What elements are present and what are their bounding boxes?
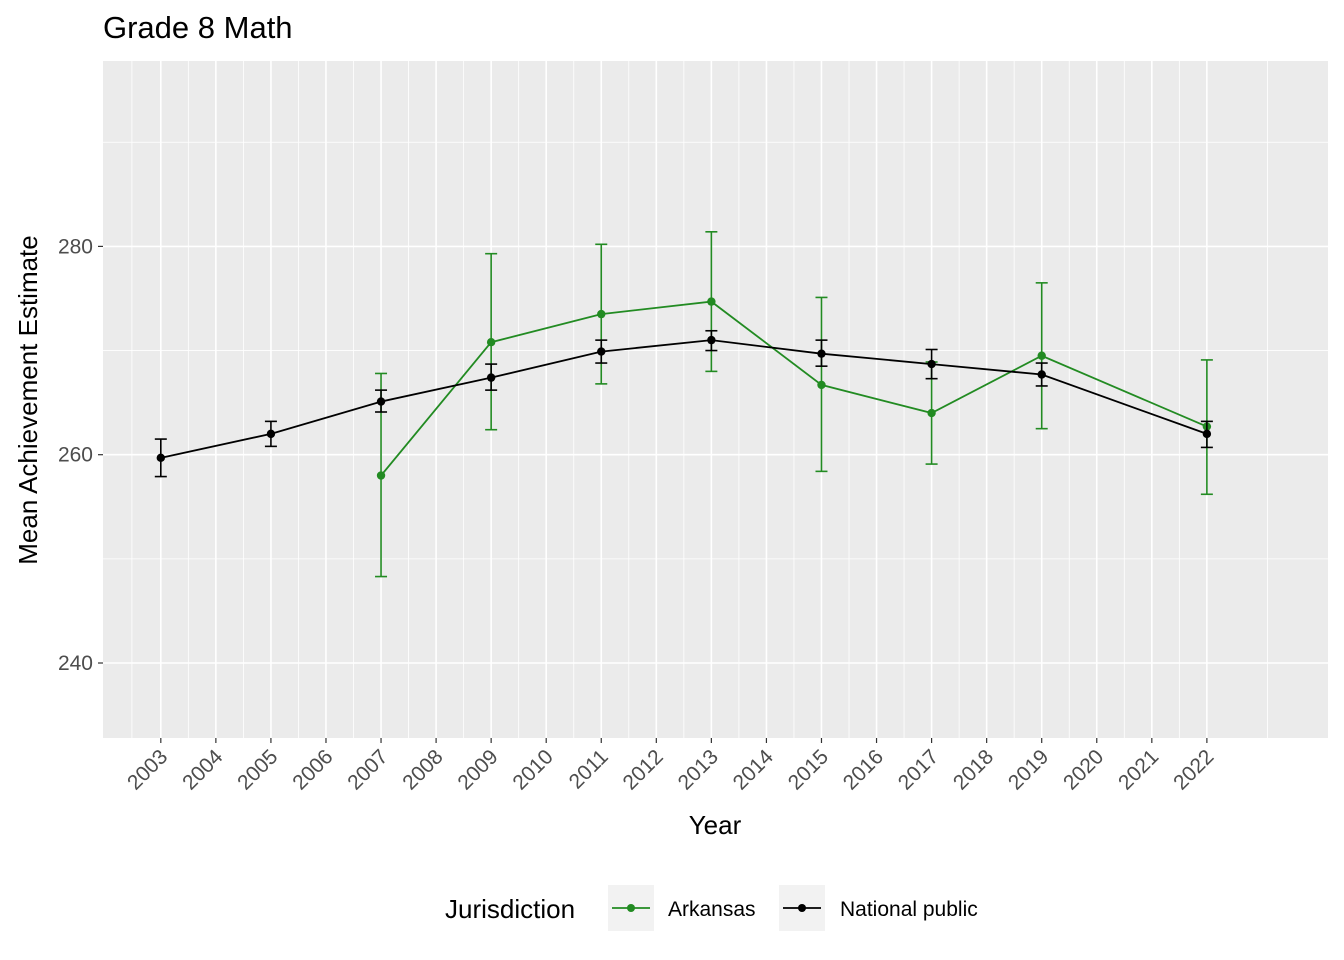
- x-tick-label: 2018: [949, 745, 998, 794]
- y-axis: 240 260 280: [58, 235, 103, 675]
- point-national-public: [376, 397, 386, 406]
- x-axis: 2003 2004 2005 2006 2007 2008 2009 2010 2011 2012…: [123, 738, 1218, 795]
- x-tick-label: 2007: [343, 745, 392, 794]
- x-tick-label: 2004: [178, 745, 228, 795]
- point-arkansas: [927, 408, 936, 418]
- legend-title: Jurisdiction: [445, 894, 575, 924]
- x-tick-label: 2014: [729, 745, 779, 795]
- x-tick-label: 2008: [398, 745, 447, 794]
- x-tick-label: 2016: [839, 745, 888, 794]
- plot-panel: [103, 61, 1328, 738]
- point-arkansas: [1037, 351, 1046, 360]
- point-arkansas: [597, 309, 606, 319]
- x-axis-title: Year: [689, 810, 742, 840]
- y-axis-title: Mean Achievement Estimate: [13, 235, 43, 565]
- x-tick-label: 2012: [619, 745, 668, 794]
- point-arkansas: [486, 338, 496, 347]
- series-national-public: [154, 329, 1213, 478]
- y-tick-label: 260: [58, 444, 93, 467]
- point-arkansas: [817, 380, 826, 390]
- x-tick-label: 2022: [1169, 745, 1218, 794]
- point-national-public: [817, 349, 826, 358]
- x-tick-label: 2009: [453, 745, 502, 794]
- point-national-public: [707, 335, 716, 345]
- x-tick-label: 2011: [565, 745, 613, 793]
- chart-title: Grade 8 Math: [103, 10, 293, 45]
- point-national-public: [1202, 429, 1212, 439]
- grid-minor: [103, 61, 1328, 738]
- x-tick-label: 2019: [1004, 745, 1053, 794]
- point-national-public: [156, 453, 166, 463]
- legend-item-arkansas: Arkansas: [608, 885, 756, 931]
- x-tick-label: 2015: [784, 745, 833, 794]
- x-tick-label: 2010: [508, 745, 557, 794]
- x-tick-label: 2003: [123, 745, 172, 794]
- series-layer: [154, 231, 1213, 578]
- grid-major: [103, 61, 1328, 738]
- line-national-public: [160, 339, 1208, 459]
- line-arkansas: [380, 300, 1208, 477]
- point-national-public: [266, 429, 276, 439]
- x-tick-label: 2021: [1114, 745, 1163, 794]
- legend-label-arkansas: Arkansas: [668, 898, 756, 921]
- point-national-public: [486, 373, 496, 382]
- x-tick-label: 2017: [894, 745, 943, 794]
- legend-key-national-public-point: [798, 904, 806, 912]
- legend-label-national-public: National public: [840, 898, 978, 921]
- point-national-public: [597, 347, 606, 356]
- x-tick-label: 2013: [674, 745, 723, 794]
- x-tick-label: 2020: [1059, 745, 1108, 794]
- x-tick-label: 2006: [288, 745, 337, 794]
- y-tick-label: 240: [58, 652, 93, 675]
- point-arkansas: [707, 297, 716, 306]
- x-tick-label: 2005: [233, 745, 282, 794]
- point-arkansas: [376, 471, 386, 480]
- y-tick-label: 280: [58, 235, 93, 258]
- legend-item-national-public: National public: [779, 885, 978, 931]
- point-national-public: [927, 359, 936, 369]
- legend: Jurisdiction Arkansas National public: [445, 885, 978, 931]
- legend-key-arkansas-point: [627, 904, 635, 912]
- point-national-public: [1037, 370, 1046, 379]
